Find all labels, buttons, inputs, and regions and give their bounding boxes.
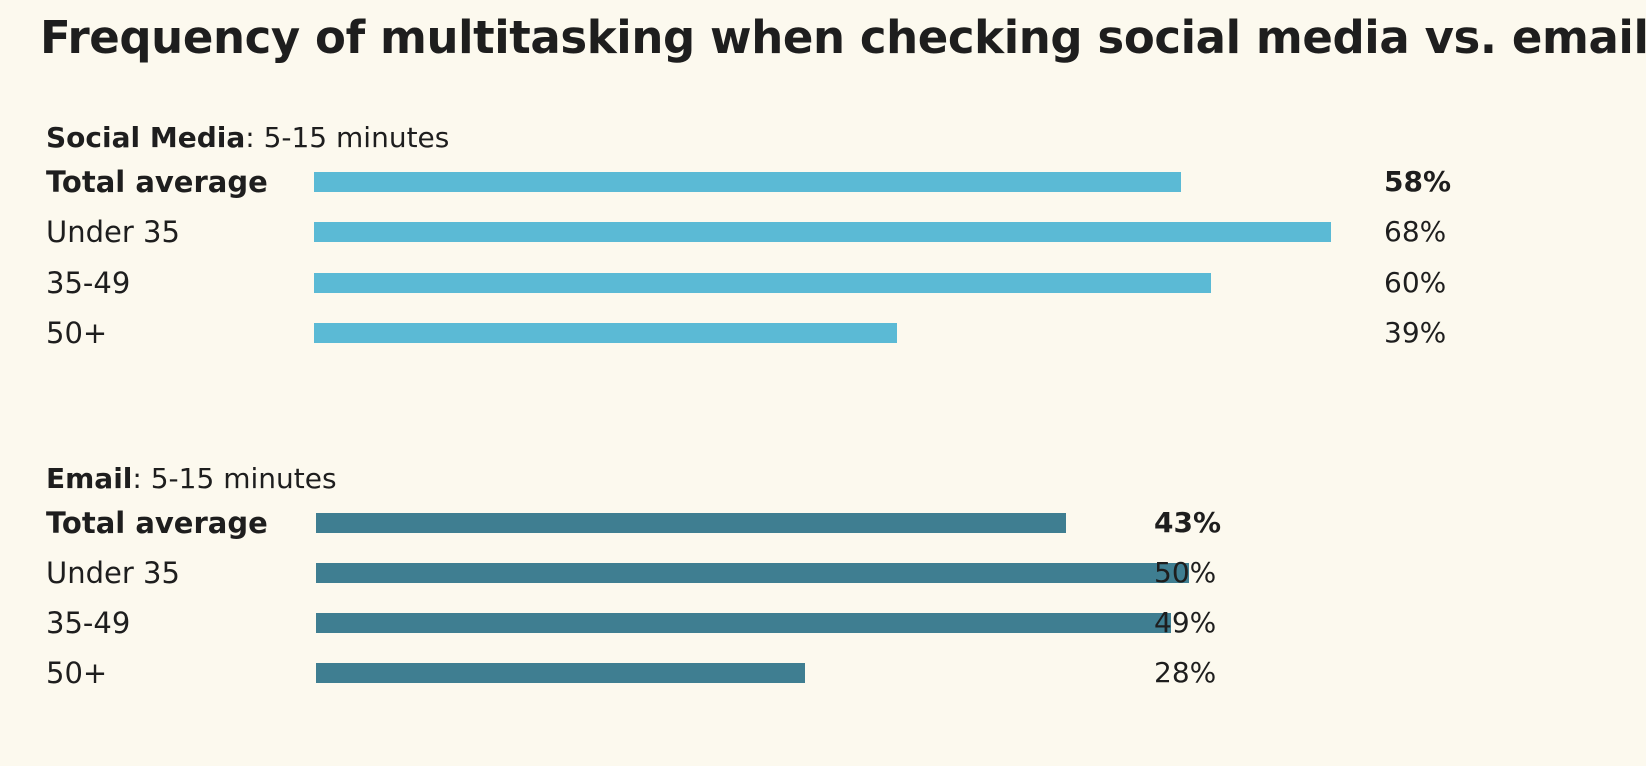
email-category-label: 35-49: [46, 606, 131, 640]
social-media-bar: [314, 323, 897, 343]
email-bar: [316, 663, 805, 683]
social-media-value-label: 60%: [1384, 266, 1447, 299]
email-bar: [316, 513, 1066, 533]
email-category-label: 50+: [46, 656, 108, 690]
social-media-bar: [314, 172, 1181, 192]
email-bar: [316, 563, 1189, 583]
social-media-category-label: Under 35: [46, 215, 180, 249]
email-value-label: 28%: [1154, 656, 1217, 689]
email-heading-duration: : 5-15 minutes: [132, 462, 337, 495]
social-media-bar: [314, 222, 1331, 242]
email-value-label: 50%: [1154, 556, 1217, 589]
social-media-bar: [314, 273, 1211, 293]
email-section-heading: Email: 5-15 minutes: [46, 461, 337, 497]
social-media-value-label: 39%: [1384, 316, 1447, 349]
social-media-heading-duration: : 5-15 minutes: [245, 121, 450, 154]
social-media-value-label: 68%: [1384, 215, 1447, 248]
social-media-value-label: 58%: [1384, 165, 1452, 198]
social-media-category-label: 35-49: [46, 266, 131, 300]
social-media-heading-name: Social Media: [46, 121, 246, 154]
social-media-category-label: Total average: [46, 165, 268, 199]
email-value-label: 49%: [1154, 606, 1217, 639]
social-media-section-heading: Social Media: 5-15 minutes: [46, 120, 449, 156]
email-category-label: Total average: [46, 506, 268, 540]
email-bar: [316, 613, 1171, 633]
email-category-label: Under 35: [46, 556, 180, 590]
chart-title: Frequency of multitasking when checking …: [40, 11, 1646, 64]
email-value-label: 43%: [1154, 506, 1222, 539]
email-heading-name: Email: [46, 462, 133, 495]
social-media-category-label: 50+: [46, 316, 108, 350]
